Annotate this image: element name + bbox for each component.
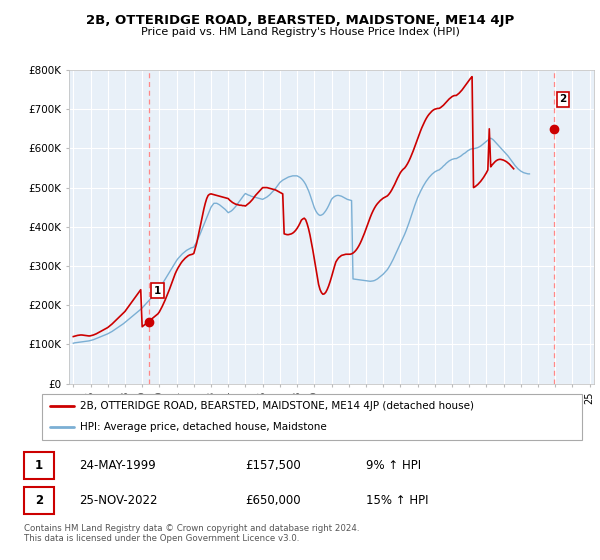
Text: £157,500: £157,500: [245, 459, 301, 472]
Text: 2B, OTTERIDGE ROAD, BEARSTED, MAIDSTONE, ME14 4JP: 2B, OTTERIDGE ROAD, BEARSTED, MAIDSTONE,…: [86, 14, 514, 27]
Text: 25-NOV-2022: 25-NOV-2022: [79, 494, 158, 507]
Bar: [24, 452, 55, 479]
Text: £650,000: £650,000: [245, 494, 301, 507]
Text: 2B, OTTERIDGE ROAD, BEARSTED, MAIDSTONE, ME14 4JP (detached house): 2B, OTTERIDGE ROAD, BEARSTED, MAIDSTONE,…: [80, 401, 474, 411]
Bar: [24, 487, 55, 514]
Text: 2: 2: [559, 95, 566, 104]
Text: Contains HM Land Registry data © Crown copyright and database right 2024.
This d: Contains HM Land Registry data © Crown c…: [24, 524, 359, 543]
Text: 1: 1: [154, 286, 161, 296]
Text: 1: 1: [35, 459, 43, 472]
Text: 9% ↑ HPI: 9% ↑ HPI: [366, 459, 421, 472]
Text: 2: 2: [35, 494, 43, 507]
Text: Price paid vs. HM Land Registry's House Price Index (HPI): Price paid vs. HM Land Registry's House …: [140, 27, 460, 37]
Text: HPI: Average price, detached house, Maidstone: HPI: Average price, detached house, Maid…: [80, 422, 326, 432]
Text: 15% ↑ HPI: 15% ↑ HPI: [366, 494, 429, 507]
Text: 24-MAY-1999: 24-MAY-1999: [79, 459, 156, 472]
